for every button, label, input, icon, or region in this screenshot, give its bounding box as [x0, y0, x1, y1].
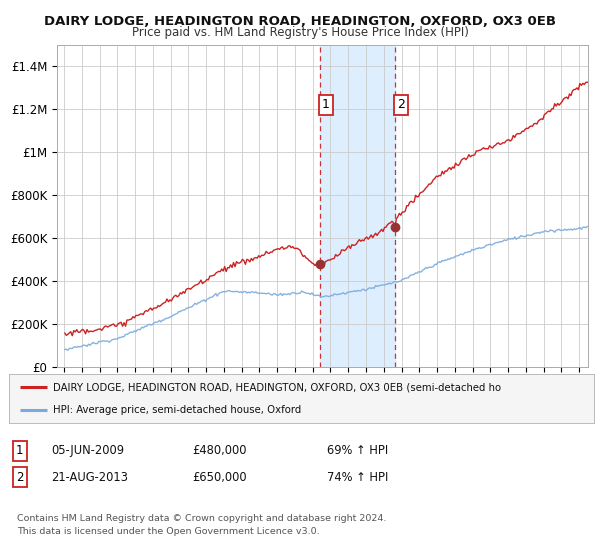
- Text: £480,000: £480,000: [192, 444, 247, 458]
- Text: 21-AUG-2013: 21-AUG-2013: [51, 470, 128, 484]
- Text: HPI: Average price, semi-detached house, Oxford: HPI: Average price, semi-detached house,…: [53, 405, 301, 414]
- Text: 1: 1: [16, 444, 23, 458]
- Text: Price paid vs. HM Land Registry's House Price Index (HPI): Price paid vs. HM Land Registry's House …: [131, 26, 469, 39]
- Text: 2: 2: [16, 470, 23, 484]
- Text: 05-JUN-2009: 05-JUN-2009: [51, 444, 124, 458]
- Text: 2: 2: [397, 99, 404, 111]
- Text: 74% ↑ HPI: 74% ↑ HPI: [327, 470, 388, 484]
- Text: DAIRY LODGE, HEADINGTON ROAD, HEADINGTON, OXFORD, OX3 0EB (semi-detached ho: DAIRY LODGE, HEADINGTON ROAD, HEADINGTON…: [53, 382, 501, 392]
- Text: 69% ↑ HPI: 69% ↑ HPI: [327, 444, 388, 458]
- Text: 1: 1: [322, 99, 330, 111]
- Text: DAIRY LODGE, HEADINGTON ROAD, HEADINGTON, OXFORD, OX3 0EB: DAIRY LODGE, HEADINGTON ROAD, HEADINGTON…: [44, 15, 556, 27]
- Text: Contains HM Land Registry data © Crown copyright and database right 2024.
This d: Contains HM Land Registry data © Crown c…: [17, 514, 386, 535]
- Text: £650,000: £650,000: [192, 470, 247, 484]
- Bar: [320, 45, 395, 367]
